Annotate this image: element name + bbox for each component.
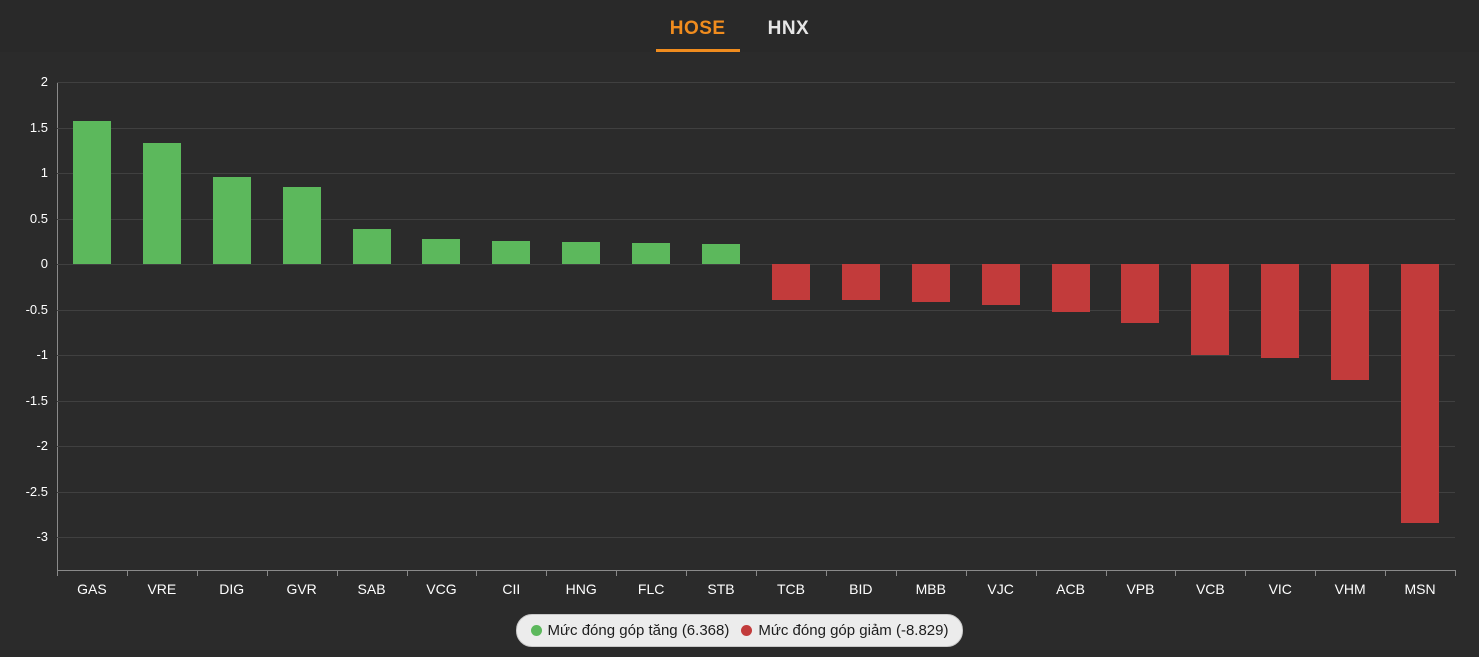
y-axis-label: -3 [36,529,48,544]
legend-item-decrease[interactable]: Mức đóng góp giảm (-8.829) [741,622,948,639]
x-axis-category-label: GVR [286,581,317,597]
x-axis-tick [1035,570,1037,576]
x-axis-category-label: VJC [987,581,1014,597]
y-axis-line [57,82,58,570]
x-axis-tick [196,570,198,576]
bar-sab[interactable] [352,229,391,264]
tab-hnx[interactable]: HNX [767,18,810,39]
bar-vcg[interactable] [422,239,461,264]
y-axis-label: -2.5 [25,483,48,499]
legend-item-increase[interactable]: Mức đóng góp tăng (6.368) [530,622,730,639]
x-axis-tick [756,570,757,576]
x-axis-tick [965,570,967,576]
y-axis-label: 2 [40,74,48,89]
bar-dig[interactable] [212,176,251,264]
bar-mbb[interactable] [911,264,950,303]
x-axis-category-label: VRE [147,581,177,597]
x-axis-category-label: MSN [1404,581,1436,597]
gridline [57,127,1455,129]
x-axis-category-label: GAS [77,581,107,597]
x-axis-tick [546,570,548,576]
x-axis-category-label: HNG [565,581,597,597]
x-axis-tick [126,570,128,576]
x-axis-tick [1105,570,1107,576]
x-axis-tick [57,570,58,576]
x-axis-category-label: VCB [1195,581,1225,597]
bar-vpb[interactable] [1121,264,1160,324]
y-axis-label: 1.5 [29,119,48,135]
gridline [57,173,1455,174]
bar-stb[interactable] [702,243,741,264]
gridline [57,264,1455,265]
chart-legend: Mức đóng góp tăng (6.368) Mức đóng góp g… [0,614,1479,647]
bar-vhm[interactable] [1331,264,1370,381]
bar-msn[interactable] [1401,264,1440,524]
bar-vre[interactable] [142,142,181,264]
bar-vic[interactable] [1261,264,1300,358]
y-axis-label: -1 [36,347,48,362]
bar-vcb[interactable] [1191,264,1230,355]
x-axis-tick [476,570,478,576]
x-axis-category-label: DIG [219,581,245,597]
x-axis-tick [825,570,827,576]
x-axis-tick [406,570,408,576]
x-axis-tick [1315,570,1317,576]
gridline [57,446,1455,447]
gridline [57,309,1455,311]
bar-hng[interactable] [562,242,601,264]
y-axis-label: -0.5 [25,301,48,317]
y-axis-label: 1 [40,165,48,180]
x-axis-category-label: ACB [1056,581,1085,597]
x-axis-tick [336,570,338,576]
x-axis-tick [686,570,688,576]
x-axis-category-label: VCG [426,581,457,597]
x-axis-category-label: VPB [1126,581,1155,597]
y-axis-label: 0 [40,256,48,271]
exchange-tab-bar: HOSE HNX [0,0,1479,52]
x-axis-category-label: FLC [637,581,665,597]
x-axis-category-label: BID [849,581,873,597]
x-axis-category-label: CII [502,581,521,597]
x-axis-tick [266,570,268,576]
legend-box: Mức đóng góp tăng (6.368) Mức đóng góp g… [515,614,964,647]
gridline [57,82,1455,83]
gridline [57,537,1455,538]
bar-tcb[interactable] [771,264,810,301]
x-axis-category-label: STB [707,581,735,597]
gridline [57,355,1455,356]
y-axis-label: 0.5 [29,210,48,226]
x-axis-tick [1175,570,1177,576]
x-axis-tick [895,570,897,576]
x-axis-tick [1455,570,1456,576]
legend-increase-label: Mức đóng góp tăng (6.368) [547,622,730,639]
bar-flc[interactable] [632,243,671,264]
tab-hose[interactable]: HOSE [655,5,740,52]
bar-bid[interactable] [841,264,880,301]
bar-acb[interactable] [1051,264,1090,313]
decrease-dot-icon [741,625,753,636]
x-axis-tick [1245,570,1247,576]
bar-gvr[interactable] [282,186,321,264]
bar-cii[interactable] [492,241,531,264]
x-axis-category-label: TCB [776,581,805,597]
x-axis-category-label: VIC [1268,581,1292,597]
x-axis-tick [616,570,618,576]
increase-dot-icon [530,625,542,636]
bar-gas[interactable] [72,121,111,264]
x-axis-category-label: VHM [1334,581,1366,597]
y-axis-label: -1.5 [25,392,48,408]
gridline [57,218,1455,220]
y-axis-label: -2 [36,438,48,453]
gridline [57,400,1455,402]
x-axis-category-label: MBB [915,581,946,597]
x-axis-tick [1385,570,1387,576]
x-axis-category-label: SAB [357,581,386,597]
gridline [57,491,1455,493]
bar-vjc[interactable] [981,264,1020,305]
legend-decrease-label: Mức đóng góp giảm (-8.829) [758,622,949,639]
